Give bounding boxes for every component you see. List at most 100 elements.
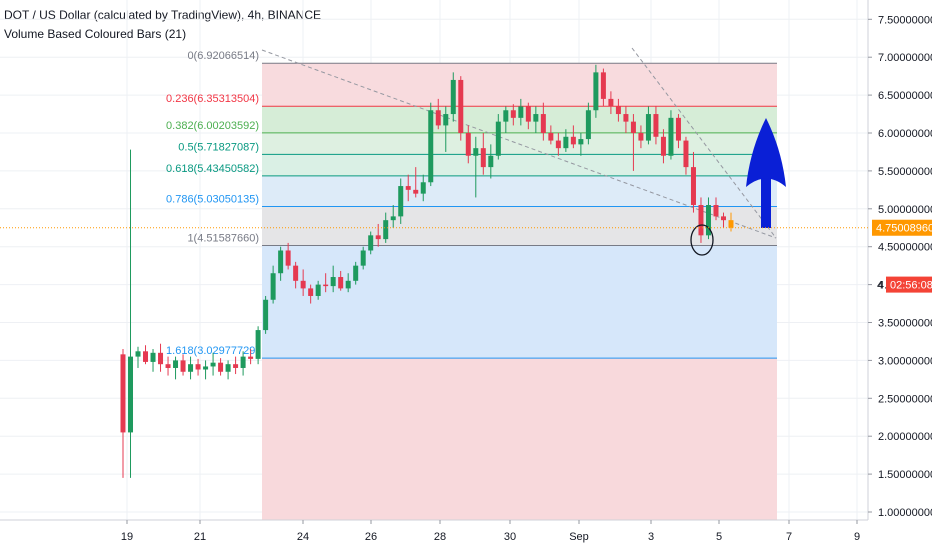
candle xyxy=(368,235,374,251)
candle xyxy=(285,250,291,266)
candle xyxy=(375,235,381,240)
price-tick-label: 5.50000000 xyxy=(878,166,932,178)
candle xyxy=(240,356,246,368)
candle xyxy=(473,148,479,156)
candle xyxy=(488,155,494,168)
candle xyxy=(698,205,704,236)
candle xyxy=(150,352,156,362)
candle xyxy=(173,360,179,368)
price-tick-label: 4.50000000 xyxy=(878,242,932,254)
candle xyxy=(645,114,651,141)
fib-level-label: 0.786(5.03050135) xyxy=(166,193,259,205)
candle xyxy=(503,110,509,122)
candle xyxy=(353,265,359,281)
candle xyxy=(345,280,351,289)
fib-level-label: 0(6.92066514) xyxy=(187,50,259,62)
candle xyxy=(465,133,471,156)
price-tick-label: 6.00000000 xyxy=(878,128,932,140)
candle xyxy=(360,250,366,266)
chart-title: DOT / US Dollar (calculated by TradingVi… xyxy=(4,8,322,22)
candle xyxy=(420,182,426,194)
trend-line xyxy=(631,47,777,239)
candle xyxy=(405,186,411,190)
candle xyxy=(158,352,164,365)
candle xyxy=(653,114,659,137)
price-tag-value: 4.75008960 xyxy=(876,223,932,235)
price-tick-label: 1.00000000 xyxy=(878,507,932,519)
candle xyxy=(128,356,134,433)
candle xyxy=(270,273,276,300)
candle xyxy=(713,205,719,217)
candle xyxy=(578,139,584,145)
candle xyxy=(518,106,524,118)
candle xyxy=(180,360,186,372)
candle xyxy=(390,216,396,221)
fib-zone xyxy=(262,245,777,359)
candle xyxy=(278,250,284,274)
candle xyxy=(203,366,209,370)
time-tick-label: 5 xyxy=(716,531,722,543)
fibonacci-zones: 0(6.92066514) 0.236(6.35313504) 0.382(6.00… xyxy=(166,50,777,520)
candle xyxy=(383,220,389,240)
candle xyxy=(225,364,231,372)
candle xyxy=(570,136,576,145)
price-tick-label: 3.50000000 xyxy=(878,318,932,330)
candle xyxy=(308,288,314,296)
time-tick-label: 19 xyxy=(121,531,133,543)
time-tick-label: 28 xyxy=(434,531,446,543)
candle xyxy=(668,117,674,156)
highlight-ellipse xyxy=(690,224,714,256)
candle xyxy=(293,265,299,281)
time-tick-label: 21 xyxy=(194,531,206,543)
price-tick-label: 2.00000000 xyxy=(878,431,932,443)
candle xyxy=(728,220,734,228)
candle xyxy=(120,354,126,433)
candle xyxy=(330,277,336,287)
annotations xyxy=(690,118,786,256)
fib-zone xyxy=(262,132,777,155)
candle xyxy=(210,362,216,367)
candles xyxy=(120,64,734,478)
candle xyxy=(323,284,329,287)
fib-level-label: 1.618(3.02977729) xyxy=(166,345,259,357)
price-axis xyxy=(868,0,932,550)
fib-level-label: 1(4.51587660) xyxy=(187,232,259,244)
candle xyxy=(300,280,306,289)
candle xyxy=(690,167,696,206)
candle xyxy=(510,110,516,118)
candle xyxy=(683,140,689,168)
candle xyxy=(525,106,531,122)
candle xyxy=(630,121,636,133)
price-tick-label: 5.00000000 xyxy=(878,204,932,216)
candle xyxy=(540,114,546,133)
candle xyxy=(435,110,441,126)
trend-lines xyxy=(261,47,777,239)
candle xyxy=(480,148,486,168)
candle xyxy=(188,364,194,372)
timer-prefix: 4 xyxy=(877,280,883,292)
candle xyxy=(615,106,621,115)
countdown-tag xyxy=(886,276,932,293)
candle xyxy=(608,98,614,107)
trend-line xyxy=(261,49,777,239)
price-tick-label: 7.00000000 xyxy=(878,52,932,64)
candle xyxy=(660,136,666,156)
candle xyxy=(398,186,404,217)
candle xyxy=(263,299,269,331)
time-tick-label: 3 xyxy=(648,531,654,543)
price-tick-label: 2.50000000 xyxy=(878,393,932,405)
candle xyxy=(563,136,569,149)
candle xyxy=(165,364,171,368)
candle xyxy=(315,284,321,296)
candle xyxy=(255,330,261,359)
candle xyxy=(600,72,606,99)
candle xyxy=(720,216,726,221)
candle xyxy=(623,114,629,122)
time-tick-label: 24 xyxy=(297,531,309,543)
price-tick-label: 3.00000000 xyxy=(878,355,932,367)
countdown-timer: 02:56:08 xyxy=(890,280,932,292)
indicator-label[interactable]: Volume Based Coloured Bars (21) xyxy=(4,27,187,41)
price-tick-label: 7.50000000 xyxy=(878,14,932,26)
price-tag xyxy=(872,219,932,236)
